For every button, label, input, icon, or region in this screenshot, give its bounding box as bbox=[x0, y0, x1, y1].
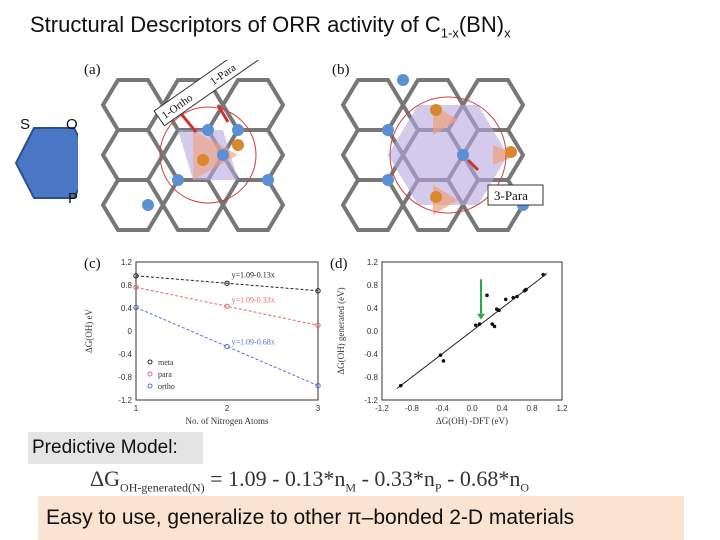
series-line-ortho bbox=[135, 306, 319, 387]
hexagon-icon bbox=[14, 127, 94, 199]
data-point bbox=[515, 294, 519, 299]
panel-a: 1-Ortho 1-Para (a) bbox=[78, 41, 328, 250]
data-point bbox=[503, 297, 508, 302]
x-tick-label: -1.2 bbox=[375, 404, 389, 413]
label-p: P bbox=[68, 190, 79, 207]
y-tick-label: -1.2 bbox=[364, 396, 378, 405]
legend-label: ortho bbox=[158, 382, 175, 391]
fit-equation: y=1.09-0.33x bbox=[232, 295, 275, 304]
y-tick-label: 0 bbox=[128, 327, 133, 336]
data-point bbox=[541, 272, 546, 277]
x-tick-label: 0.8 bbox=[526, 404, 538, 413]
data-point bbox=[473, 323, 478, 328]
data-point-para bbox=[315, 322, 321, 328]
y-tick-label: -0.4 bbox=[118, 350, 132, 359]
panel-a-letter: (a) bbox=[84, 62, 101, 78]
plot-frame bbox=[135, 261, 319, 401]
x-tick-label: 2 bbox=[225, 404, 230, 413]
y-axis-label: ΔG(OH) generated (eV) bbox=[336, 287, 346, 374]
y-tick-label: 0.8 bbox=[121, 281, 133, 290]
data-point bbox=[477, 322, 482, 326]
fit-equation: y=1.09-0.13x bbox=[232, 270, 275, 279]
label-s: S bbox=[20, 116, 31, 133]
y-tick-label: 0.8 bbox=[367, 281, 379, 290]
data-point-meta bbox=[224, 280, 230, 286]
data-point-para bbox=[133, 284, 139, 290]
panel-c-letter: (c) bbox=[84, 256, 101, 272]
x-tick-label: -0.8 bbox=[405, 404, 419, 413]
slide-title: Structural Descriptors of ORR activity o… bbox=[30, 12, 511, 41]
label-o: O bbox=[66, 116, 78, 133]
tag-3-para: 3-Para bbox=[494, 188, 528, 203]
y-tick-label: 0.0 bbox=[367, 327, 379, 336]
data-point-ortho bbox=[315, 382, 321, 389]
x-tick-label: 1.2 bbox=[556, 404, 568, 413]
x-tick-label: -0.4 bbox=[435, 404, 449, 413]
fit-line bbox=[396, 273, 548, 389]
y-tick-label: -0.8 bbox=[118, 373, 132, 382]
data-point bbox=[511, 295, 516, 300]
y-tick-label: 0.4 bbox=[367, 304, 379, 313]
series-line-para bbox=[135, 286, 319, 326]
data-point bbox=[497, 308, 501, 313]
panel-b-letter: (b) bbox=[332, 62, 350, 78]
legend-marker-para bbox=[147, 371, 153, 377]
lattice-b: 3-Para bbox=[340, 74, 544, 232]
panel-c: 1.2 0.8 0.4 0 -0.4 -0.8 -1.2 1 2 3 No. of Nitrogen… bbox=[78, 254, 328, 430]
data-point bbox=[524, 287, 528, 292]
y-tick-label: 1.2 bbox=[121, 258, 133, 267]
legend-marker-ortho bbox=[147, 383, 153, 389]
y-tick-label: -0.8 bbox=[364, 373, 378, 382]
x-tick-label: 0.4 bbox=[496, 404, 508, 413]
data-point-meta bbox=[133, 273, 139, 279]
data-point bbox=[490, 322, 495, 326]
x-axis-label: ΔG(OH) -DFT (eV) bbox=[436, 416, 508, 426]
fit-equation: y=1.09-0.68x bbox=[232, 338, 275, 347]
y-axis-label: ΔG(OH) eV bbox=[84, 308, 94, 353]
x-tick-label: 3 bbox=[316, 404, 321, 413]
plot-frame bbox=[381, 261, 563, 401]
model-equation: ΔGOH-generated(N) = 1.09 - 0.13*nM - 0.3… bbox=[90, 466, 530, 495]
data-point-ortho bbox=[133, 304, 139, 311]
x-axis-label: No. of Nitrogen Atoms bbox=[186, 416, 269, 426]
panel-d-letter: (d) bbox=[330, 256, 348, 272]
data-point bbox=[492, 324, 497, 329]
data-point-ortho bbox=[224, 343, 230, 350]
series-line-meta bbox=[135, 275, 319, 292]
legend-marker-meta bbox=[147, 359, 153, 365]
x-tick-label: 1 bbox=[134, 404, 139, 413]
predictive-model-label: Predictive Model: bbox=[28, 432, 203, 464]
chart-c: 1.2 0.8 0.4 0 -0.4 -0.8 -1.21 2 3 No. of Nitrogen… bbox=[84, 258, 321, 426]
data-point bbox=[485, 293, 489, 298]
data-point-meta bbox=[315, 288, 321, 294]
legend-label: meta bbox=[158, 358, 174, 367]
data-point bbox=[438, 353, 443, 357]
data-point bbox=[398, 383, 403, 388]
y-tick-label: -1.2 bbox=[118, 396, 132, 405]
panel-b: 3-Para (b) bbox=[328, 60, 558, 250]
data-point bbox=[441, 359, 446, 363]
legend-label: para bbox=[158, 370, 172, 379]
chart-d: 1.2 0.8 0.4 0.0 -0.4 -0.8 -1.2-1.2 -0.8 -0.4 0.0 0… bbox=[336, 258, 568, 426]
data-point-para bbox=[224, 303, 230, 309]
footer-note: Easy to use, generalize to other π–bonde… bbox=[38, 496, 684, 540]
y-tick-label: 0.4 bbox=[121, 304, 133, 313]
green-arrow-head bbox=[477, 313, 485, 320]
y-tick-label: 1.2 bbox=[367, 258, 379, 267]
panel-d: 1.2 0.8 0.4 0.0 -0.4 -0.8 -1.2 -1.2 -0.8 -0.4 0.0 0… bbox=[328, 254, 568, 430]
lattice-a: 1-Ortho 1-Para bbox=[100, 41, 286, 232]
y-tick-label: -0.4 bbox=[364, 350, 378, 359]
x-tick-label: 0.0 bbox=[466, 404, 478, 413]
